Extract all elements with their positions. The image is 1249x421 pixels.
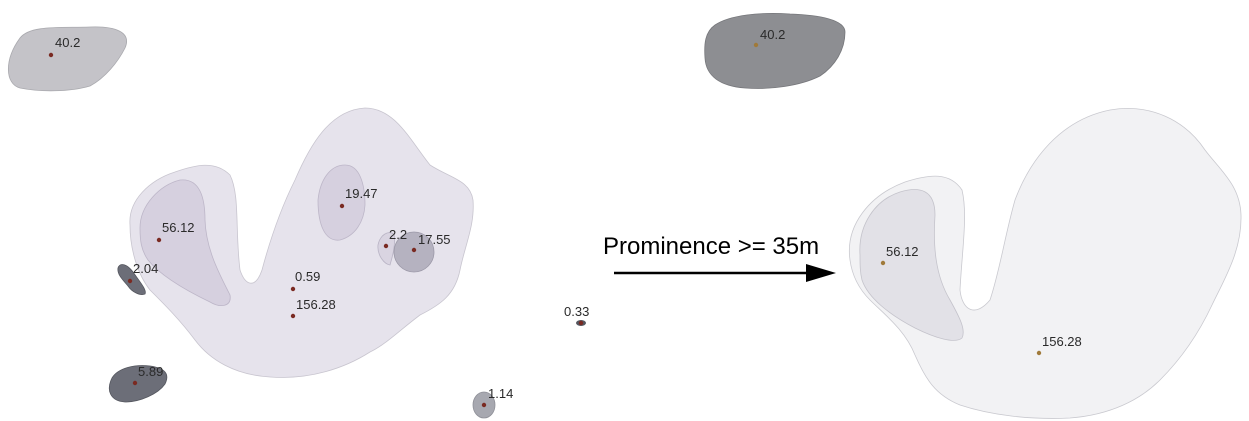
arrow-label: Prominence >= 35m [603,233,819,260]
label-1-14: 1.14 [488,386,513,401]
marker-2-04 [127,278,133,284]
marker-40-2 [48,52,54,58]
label-17-55: 17.55 [418,232,451,247]
label-0-59: 0.59 [295,269,320,284]
marker-5-89 [132,380,138,386]
label-5-89: 5.89 [138,364,163,379]
region-5-89-left [108,365,168,403]
marker-1-14 [481,402,487,408]
label-56-12: 56.12 [162,220,195,235]
marker-0-59 [290,286,296,292]
region-56-12-left [139,179,231,306]
marker-156-28 [290,313,296,319]
label-0-33: 0.33 [564,304,589,319]
label-2-2: 2.2 [389,227,407,242]
arrow-icon [614,264,836,282]
region-40-2-left [8,26,127,92]
right-peak-markers [753,42,1042,356]
region-2-2-left [377,232,395,266]
label-19-47: 19.47 [345,186,378,201]
label-2-04: 2.04 [133,261,158,276]
region-56-12-right [859,189,964,341]
label-right-40-2: 40.2 [760,27,785,42]
region-main-right [848,108,1242,419]
label-40-2: 40.2 [55,35,80,50]
left-peak-markers [48,52,584,408]
marker-right-156-28 [1036,350,1042,356]
label-right-56-12: 56.12 [886,244,919,259]
marker-0-33 [578,320,584,326]
label-156-28: 156.28 [296,297,336,312]
marker-right-56-12 [880,260,886,266]
marker-56-12 [156,237,162,243]
marker-17-55 [411,247,417,253]
region-19-47-left [317,164,366,241]
marker-19-47 [339,203,345,209]
region-2-04-left [117,264,146,295]
marker-2-2 [383,243,389,249]
region-main-left [129,107,474,378]
label-right-156-28: 156.28 [1042,334,1082,349]
region-40-2-right [704,13,846,89]
marker-right-40-2 [753,42,759,48]
